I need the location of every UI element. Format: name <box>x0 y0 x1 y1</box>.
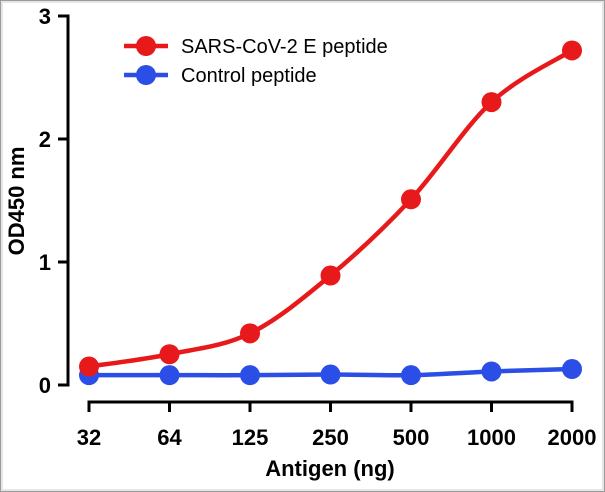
data-point <box>159 344 180 365</box>
x-tick-label: 125 <box>232 425 269 450</box>
data-point <box>481 92 502 113</box>
legend-swatch-marker <box>136 36 156 56</box>
data-point <box>159 365 180 386</box>
x-tick-label: 64 <box>157 425 182 450</box>
data-point <box>240 323 260 344</box>
data-point <box>562 40 582 61</box>
legend-label: SARS-CoV-2 E peptide <box>181 36 388 58</box>
y-tick-label: 0 <box>39 373 51 398</box>
x-ticks: 32 64 125 250 500 1000 2000 <box>77 402 597 450</box>
x-tick-label: 1000 <box>467 425 516 450</box>
series-layer <box>79 40 582 386</box>
y-tick-label: 2 <box>39 127 51 152</box>
x-tick-label: 32 <box>77 425 101 450</box>
data-point <box>240 365 260 386</box>
data-point <box>481 361 502 382</box>
y-axis-title: OD450 nm <box>4 147 29 256</box>
data-point <box>401 189 421 210</box>
y-tick-label: 3 <box>39 4 51 29</box>
x-tick-label: 250 <box>312 425 349 450</box>
x-tick-label: 500 <box>393 425 430 450</box>
y-tick-label: 1 <box>39 250 51 275</box>
legend-swatch-marker <box>136 65 156 85</box>
legend-label: Control peptide <box>181 65 317 87</box>
data-point <box>562 359 582 380</box>
x-axis-title: Antigen (ng) <box>265 456 395 481</box>
data-point <box>320 265 341 286</box>
x-tick-label: 2000 <box>548 425 597 450</box>
legend: SARS-CoV-2 E peptide Control peptide <box>124 36 388 87</box>
data-point <box>79 356 99 377</box>
data-point <box>401 365 421 386</box>
y-ticks: 0 1 2 3 <box>39 4 68 398</box>
data-point <box>320 364 341 385</box>
